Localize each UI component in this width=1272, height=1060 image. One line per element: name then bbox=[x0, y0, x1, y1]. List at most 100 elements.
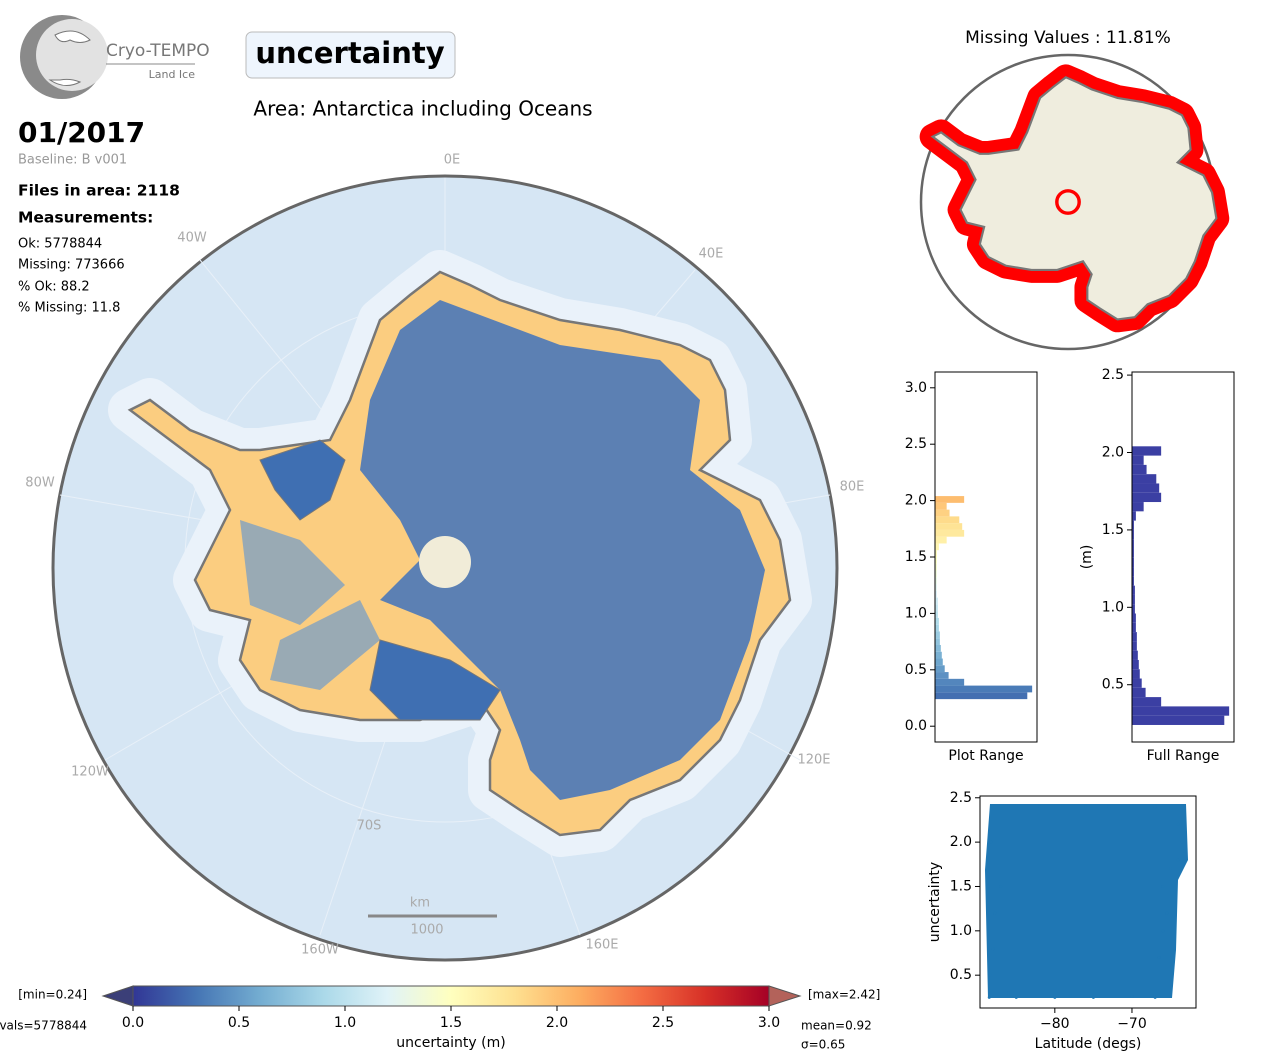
x-tick-label: −80 bbox=[1040, 1016, 1070, 1032]
hist-bar bbox=[935, 672, 949, 679]
max-label: [max=2.42] bbox=[808, 988, 880, 1002]
hist-bar bbox=[935, 543, 939, 551]
min-label: [min=0.24] bbox=[18, 988, 87, 1002]
x-tick-label: 2.0 bbox=[546, 1015, 568, 1031]
hist-bar bbox=[935, 577, 937, 585]
lon-label: 160E bbox=[585, 938, 618, 953]
hist-bar bbox=[1132, 613, 1136, 623]
scale-unit: km bbox=[410, 896, 430, 911]
lon-label: 120E bbox=[797, 753, 830, 768]
point-cloud bbox=[985, 804, 1188, 998]
y-tick-label: 0.5 bbox=[905, 662, 927, 678]
lon-label: 40W bbox=[177, 231, 207, 246]
scatter-point bbox=[991, 947, 995, 951]
scatter-point bbox=[1068, 994, 1072, 998]
scatter-point bbox=[988, 973, 992, 977]
scale-length: 1000 bbox=[410, 923, 443, 938]
scatter-point bbox=[1153, 805, 1157, 809]
baseline: Baseline: B v001 bbox=[18, 153, 127, 168]
x-axis-label: uncertainty (m) bbox=[396, 1035, 505, 1051]
hist-bar bbox=[935, 516, 960, 524]
y-axis-label: uncertainty bbox=[927, 862, 943, 942]
hist-bar bbox=[935, 509, 950, 517]
info-line: % Missing: 11.8 bbox=[18, 301, 120, 316]
hist-bar bbox=[1132, 585, 1135, 595]
scatter-point bbox=[1161, 929, 1165, 933]
hist-bar bbox=[1132, 464, 1147, 475]
hist-bar bbox=[1132, 455, 1144, 465]
missing-map: Missing Values : 11.81% bbox=[921, 28, 1216, 351]
scatter-point bbox=[1176, 858, 1180, 862]
measurements-heading: Measurements: bbox=[18, 209, 153, 227]
y-axis-label: (m) bbox=[1079, 545, 1095, 570]
axes-frame bbox=[1131, 371, 1235, 743]
hist-bar bbox=[1132, 539, 1134, 549]
hist-bar bbox=[1132, 659, 1139, 670]
x-tick-label: −70 bbox=[1117, 1016, 1147, 1032]
colorbar-over bbox=[768, 985, 802, 1007]
hist-bar bbox=[1132, 594, 1135, 605]
x-tick-label: 0.5 bbox=[228, 1015, 250, 1031]
logo: Cryo-TEMPO Land Ice bbox=[20, 15, 210, 99]
title: uncertainty bbox=[255, 36, 444, 70]
hist-bar bbox=[1132, 650, 1138, 660]
hist-bar bbox=[1132, 446, 1162, 456]
hist-bar bbox=[935, 496, 965, 503]
hist-bar bbox=[935, 678, 965, 686]
files: Files in area: 2118 bbox=[18, 182, 180, 200]
hist-bar bbox=[935, 685, 1033, 693]
hist-bar bbox=[1132, 678, 1142, 688]
lat-label: 70S bbox=[357, 819, 382, 834]
x-tick-label: 3.0 bbox=[758, 1015, 780, 1031]
hist-bar bbox=[935, 638, 940, 645]
logo-title: Cryo-TEMPO bbox=[106, 41, 210, 61]
y-tick-label: 2.5 bbox=[905, 436, 927, 452]
y-tick-label: 1.0 bbox=[950, 923, 972, 939]
hist-bar bbox=[1132, 492, 1162, 503]
axes-frame bbox=[979, 795, 1197, 1009]
hist-bar bbox=[1132, 697, 1162, 707]
hist-bar bbox=[935, 665, 945, 673]
hist-bar bbox=[1132, 641, 1137, 651]
hist-bar bbox=[1132, 548, 1134, 558]
lon-label: 120W bbox=[71, 765, 109, 780]
hist-bar bbox=[1132, 483, 1160, 493]
scatter-point bbox=[1053, 995, 1057, 999]
y-tick-label: 2.0 bbox=[905, 493, 927, 509]
scatter-point bbox=[1061, 804, 1065, 808]
y-tick-label: 2.0 bbox=[950, 834, 972, 850]
info-line: % Ok: 88.2 bbox=[18, 280, 90, 295]
hist-bar bbox=[935, 523, 963, 530]
mean-label: mean=0.92 bbox=[801, 1019, 872, 1033]
hist-bar bbox=[1132, 520, 1134, 530]
scatter-point bbox=[1107, 805, 1111, 809]
sd-label: σ=0.65 bbox=[801, 1038, 845, 1052]
colorbar-under bbox=[101, 985, 134, 1007]
hist-bar bbox=[935, 658, 943, 666]
hist-bar bbox=[935, 651, 942, 659]
hist-bar bbox=[1132, 632, 1137, 642]
scatter-point bbox=[1161, 884, 1165, 888]
hist-bar bbox=[1132, 474, 1157, 484]
title-box bbox=[245, 31, 456, 79]
scatter-point bbox=[1084, 805, 1088, 809]
count-label: nvals=5778844 bbox=[0, 1019, 87, 1033]
hist-bar bbox=[935, 617, 939, 625]
x-tick-label: 1.5 bbox=[440, 1015, 462, 1031]
scatter-point bbox=[987, 995, 991, 999]
scatter-point bbox=[1157, 955, 1161, 959]
hist-bar bbox=[1132, 502, 1144, 512]
hist-bar bbox=[1132, 576, 1134, 586]
scatter-point bbox=[1165, 911, 1169, 915]
hist-bar bbox=[1132, 567, 1134, 577]
scatter-point bbox=[1180, 840, 1184, 844]
scatter-point bbox=[1014, 805, 1018, 809]
hist-bar bbox=[935, 502, 947, 510]
hist-bar bbox=[935, 570, 937, 578]
y-tick-label: 2.5 bbox=[950, 790, 972, 806]
hist-bar bbox=[1132, 687, 1146, 698]
hist-bar bbox=[935, 529, 965, 537]
y-tick-label: 2.0 bbox=[1102, 445, 1124, 461]
y-tick-label: 2.5 bbox=[1102, 367, 1124, 383]
